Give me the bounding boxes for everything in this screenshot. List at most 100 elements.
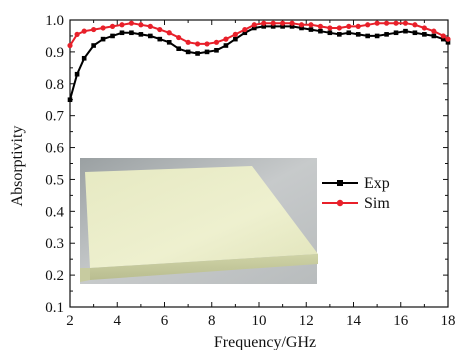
data-point-sim: [204, 41, 210, 47]
legend-label-exp: Exp: [364, 175, 390, 192]
data-point-exp: [308, 27, 314, 32]
data-point-exp: [81, 55, 87, 61]
data-point-exp: [337, 32, 342, 37]
data-point-exp: [355, 32, 361, 37]
x-tick-label: 2: [66, 313, 74, 329]
series-line-exp: [69, 25, 449, 100]
data-point-sim: [270, 20, 276, 26]
data-point-sim: [223, 36, 229, 42]
data-point-sim: [336, 25, 342, 31]
data-point-sim: [166, 30, 172, 36]
data-point-exp: [412, 30, 418, 36]
data-point-exp: [74, 71, 80, 77]
series-sim: [67, 20, 451, 49]
data-point-exp: [251, 25, 257, 31]
data-point-sim: [119, 22, 125, 28]
data-point-sim: [412, 22, 418, 28]
legend-marker-sim: [336, 199, 344, 207]
data-point-exp: [299, 25, 304, 31]
data-point-sim: [431, 28, 437, 34]
y-tick-label: 0.8: [45, 77, 64, 93]
legend: Exp Sim: [322, 175, 390, 212]
inset-photo: [80, 158, 318, 284]
x-tick-label: 10: [252, 313, 267, 329]
series-exp: [67, 24, 451, 103]
data-point-exp: [440, 36, 446, 42]
y-tick-label: 0.1: [45, 300, 64, 316]
data-point-sim: [157, 26, 163, 33]
data-point-exp: [374, 33, 380, 39]
y-tick-label: 1.0: [45, 13, 64, 29]
data-point-exp: [431, 33, 437, 39]
data-point-exp: [185, 49, 191, 55]
data-point-exp: [214, 47, 219, 53]
y-tick-label: 0.7: [45, 109, 64, 125]
data-point-exp: [157, 36, 163, 42]
data-point-sim: [261, 20, 267, 26]
data-point-sim: [327, 25, 333, 31]
data-point-sim: [138, 22, 144, 28]
data-point-sim: [317, 23, 324, 29]
data-point-sim: [213, 39, 220, 45]
data-point-exp: [270, 24, 276, 29]
y-tick-label: 0.5: [45, 172, 64, 188]
data-point-exp: [119, 30, 125, 36]
data-point-exp: [365, 33, 370, 39]
data-point-sim: [176, 34, 182, 41]
data-point-exp: [346, 30, 352, 36]
absorber-panel-top: [85, 166, 318, 268]
data-point-sim: [185, 39, 191, 45]
y-tick-label: 0.9: [45, 45, 64, 61]
axes: 2 4 6 8 10 12 14 16 18 0.1 0.2 0.3 0.4 0.5 0.6 0.7 0.8 0.…: [45, 13, 455, 329]
data-point-exp: [403, 28, 408, 34]
absorber-panel-edge: [90, 254, 318, 280]
data-point-exp: [204, 49, 210, 55]
data-point-sim: [308, 22, 314, 28]
series-layer: [67, 20, 451, 103]
data-point-exp: [91, 43, 96, 48]
data-point-sim: [251, 22, 257, 28]
data-point-sim: [346, 23, 352, 29]
data-point-sim: [128, 20, 135, 26]
y-tick-label: 0.3: [45, 236, 64, 252]
data-point-sim: [374, 20, 380, 26]
data-point-exp: [280, 24, 285, 29]
x-tick-label: 16: [393, 313, 409, 329]
data-point-exp: [393, 30, 399, 36]
data-point-sim: [67, 42, 73, 49]
data-point-sim: [280, 20, 286, 26]
data-point-sim: [440, 33, 446, 39]
plot-area: [80, 158, 318, 284]
data-point-sim: [194, 41, 201, 47]
data-point-exp: [138, 32, 144, 37]
x-tick-label: 18: [441, 313, 456, 329]
y-axis-title: Absorptivity: [9, 126, 26, 207]
data-point-exp: [195, 51, 200, 56]
y-tick-label: 0.4: [45, 204, 64, 220]
data-point-sim: [355, 23, 361, 29]
data-point-exp: [384, 32, 389, 37]
data-point-exp: [67, 97, 73, 103]
data-point-exp: [100, 36, 106, 42]
data-point-exp: [233, 36, 238, 42]
data-point-sim: [421, 25, 427, 31]
data-point-sim: [393, 20, 399, 26]
data-point-exp: [261, 24, 267, 29]
data-point-sim: [242, 26, 248, 33]
x-tick-label: 6: [161, 313, 169, 329]
data-point-sim: [91, 26, 97, 33]
y-tick-label: 0.6: [45, 141, 64, 157]
data-point-sim: [298, 22, 305, 28]
data-point-exp: [166, 40, 172, 45]
x-tick-label: 8: [208, 313, 216, 329]
absorber-panel-left-edge: [80, 268, 90, 282]
data-point-sim: [147, 23, 153, 29]
data-point-exp: [318, 28, 323, 34]
data-point-sim: [81, 28, 87, 34]
data-point-sim: [365, 22, 371, 28]
x-tick-label: 4: [114, 313, 122, 329]
data-point-sim: [289, 20, 295, 26]
data-point-exp: [445, 40, 451, 45]
data-point-exp: [129, 30, 134, 36]
